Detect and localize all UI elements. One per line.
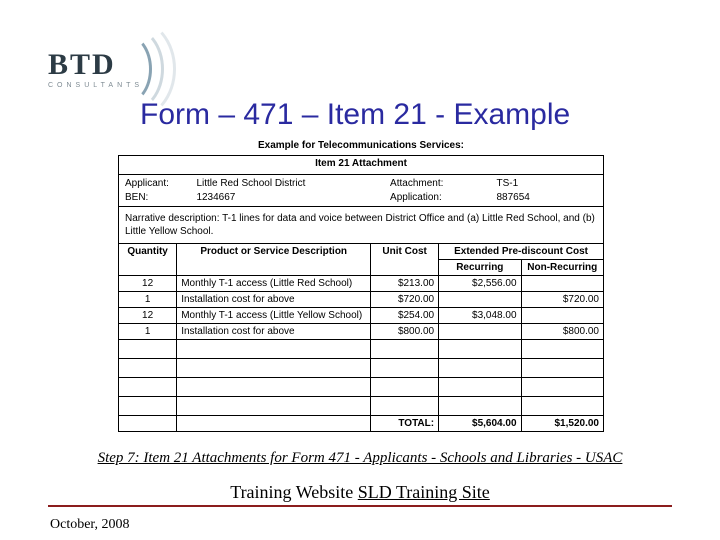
section-title: Example for Telecommunications Services: xyxy=(118,140,604,151)
table-total-row: TOTAL: $5,604.00 $1,520.00 xyxy=(119,416,604,432)
cell-desc: Monthly T-1 access (Little Red School) xyxy=(177,276,371,292)
table-row: 12 Monthly T-1 access (Little Red School… xyxy=(119,276,604,292)
ben-label: BEN: xyxy=(119,192,196,206)
col-qty: Quantity xyxy=(119,244,177,276)
ben-value: 1234667 xyxy=(196,192,390,206)
table-row-empty xyxy=(119,340,604,359)
logo-text: BTD xyxy=(48,48,116,82)
cell-qty: 1 xyxy=(119,324,177,340)
cell-unit: $213.00 xyxy=(371,276,439,292)
total-nonrecurring: $1,520.00 xyxy=(521,416,603,432)
cell-qty: 12 xyxy=(119,308,177,324)
table-row-empty xyxy=(119,397,604,416)
attachment-bar: Item 21 Attachment xyxy=(119,156,604,175)
cell-unit: $254.00 xyxy=(371,308,439,324)
total-recurring: $5,604.00 xyxy=(439,416,521,432)
cell-rec xyxy=(439,292,521,308)
logo: BTD CONSULTANTS xyxy=(48,42,168,94)
attachment-label: Attachment: xyxy=(390,175,496,192)
col-desc: Product or Service Description xyxy=(177,244,371,276)
applicant-value: Little Red School District xyxy=(196,175,390,192)
table-row: 1 Installation cost for above $800.00 $8… xyxy=(119,324,604,340)
table-row: 12 Monthly T-1 access (Little Yellow Sch… xyxy=(119,308,604,324)
training-label: Training Website xyxy=(230,482,358,502)
cell-unit: $800.00 xyxy=(371,324,439,340)
cell-rec: $2,556.00 xyxy=(439,276,521,292)
col-recurring: Recurring xyxy=(439,260,521,276)
col-ext-group: Extended Pre-discount Cost xyxy=(439,244,604,260)
logo-subtext: CONSULTANTS xyxy=(48,82,143,89)
cell-nrec: $720.00 xyxy=(521,292,603,308)
step7-link[interactable]: Step 7: Item 21 Attachments for Form 471… xyxy=(98,450,623,466)
cell-nrec: $800.00 xyxy=(521,324,603,340)
item21-table-area: Example for Telecommunications Services:… xyxy=(118,140,604,432)
training-line: Training Website SLD Training Site xyxy=(0,482,720,503)
footer-date: October, 2008 xyxy=(50,517,130,533)
cell-qty: 1 xyxy=(119,292,177,308)
cell-rec: $3,048.00 xyxy=(439,308,521,324)
info-block: Applicant: Little Red School District At… xyxy=(119,175,604,207)
training-link[interactable]: SLD Training Site xyxy=(358,482,490,502)
application-label: Application: xyxy=(390,192,496,206)
cell-desc: Monthly T-1 access (Little Yellow School… xyxy=(177,308,371,324)
cell-qty: 12 xyxy=(119,276,177,292)
applicant-label: Applicant: xyxy=(119,175,196,192)
application-value: 887654 xyxy=(497,192,604,206)
table-row-empty xyxy=(119,359,604,378)
table-row-empty xyxy=(119,378,604,397)
page-title: Form – 471 – Item 21 - Example xyxy=(140,98,570,132)
cell-nrec xyxy=(521,276,603,292)
cell-rec xyxy=(439,324,521,340)
step7-link-line: Step 7: Item 21 Attachments for Form 471… xyxy=(0,450,720,467)
col-nonrecurring: Non-Recurring xyxy=(521,260,603,276)
cell-unit: $720.00 xyxy=(371,292,439,308)
cell-desc: Installation cost for above xyxy=(177,324,371,340)
narrative: Narrative description: T-1 lines for dat… xyxy=(119,207,604,244)
cell-nrec xyxy=(521,308,603,324)
table-row: 1 Installation cost for above $720.00 $7… xyxy=(119,292,604,308)
col-unit: Unit Cost xyxy=(371,244,439,276)
cell-desc: Installation cost for above xyxy=(177,292,371,308)
attachment-value: TS-1 xyxy=(497,175,604,192)
item21-table: Item 21 Attachment Applicant: Little Red… xyxy=(118,155,604,432)
footer-rule xyxy=(48,505,672,507)
total-label: TOTAL: xyxy=(371,416,439,432)
